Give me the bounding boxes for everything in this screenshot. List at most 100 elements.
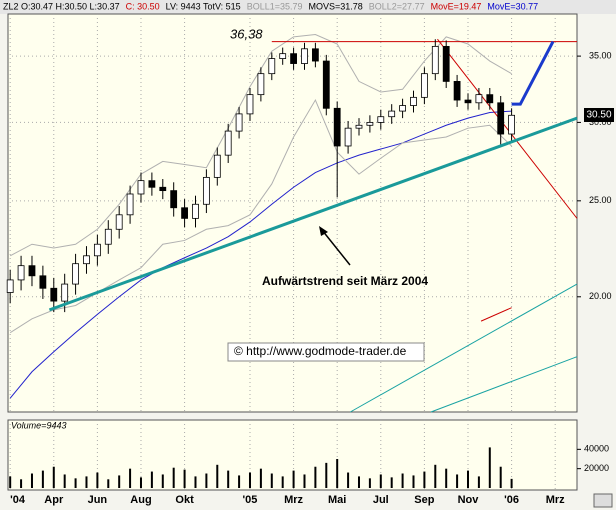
candle-body bbox=[497, 102, 505, 135]
x-tick-label: Okt bbox=[175, 494, 194, 506]
corner-icon bbox=[593, 493, 613, 508]
volume-bar bbox=[434, 464, 437, 488]
candle-body bbox=[224, 130, 232, 156]
line bbox=[48, 116, 578, 312]
volume-bar bbox=[20, 479, 23, 488]
price-tag bbox=[584, 108, 614, 122]
volume-bar bbox=[74, 478, 77, 488]
x-tick-label: Sep bbox=[414, 494, 434, 506]
line bbox=[430, 356, 578, 413]
candle-body bbox=[126, 193, 134, 216]
header-item: MOVS=31.78 bbox=[309, 1, 363, 11]
candle-body bbox=[344, 127, 352, 147]
volume-bar bbox=[281, 476, 284, 488]
candle-body bbox=[6, 279, 14, 293]
candle-body bbox=[311, 48, 319, 62]
volume-bar bbox=[292, 470, 295, 488]
candle-body bbox=[355, 124, 363, 129]
y-tick-label: 35.00 bbox=[589, 50, 612, 60]
line bbox=[350, 283, 578, 413]
candle-body bbox=[442, 45, 450, 82]
volume-bar bbox=[41, 470, 44, 488]
volume-bar bbox=[401, 473, 404, 488]
volume-bar bbox=[347, 472, 350, 488]
volume-bar bbox=[85, 476, 88, 488]
volume-bar bbox=[336, 459, 339, 488]
volume-bar bbox=[248, 472, 251, 488]
volume-bar bbox=[9, 476, 12, 488]
plot bbox=[6, 34, 578, 488]
volume-bar bbox=[30, 473, 33, 488]
volume-bar bbox=[150, 471, 153, 488]
header-item: ZL2 O:30.47 H:30.50 L:30.37 bbox=[3, 1, 120, 11]
volume-bar bbox=[488, 447, 491, 488]
candle-body bbox=[508, 114, 515, 135]
volume-bar bbox=[499, 466, 502, 488]
candle-body bbox=[388, 110, 396, 118]
candle-body bbox=[17, 265, 25, 281]
volume-bar bbox=[216, 464, 219, 488]
candle-body bbox=[399, 105, 406, 112]
volume-bar bbox=[477, 476, 480, 488]
x-tick-label: Mrz bbox=[284, 494, 303, 506]
copyright: © http://www.godmode-trader.de bbox=[234, 344, 407, 358]
candle-body bbox=[202, 176, 210, 205]
x-tick-label: '06 bbox=[504, 494, 519, 506]
header-item: BOLL2=27.77 bbox=[369, 1, 425, 11]
volume-bar bbox=[357, 476, 360, 488]
line bbox=[437, 38, 578, 219]
candle-body bbox=[28, 265, 36, 277]
candle-body bbox=[366, 122, 374, 126]
volume-bar bbox=[423, 471, 426, 488]
volume-bar bbox=[325, 462, 328, 488]
x-tick-label: '04 bbox=[10, 494, 26, 506]
volume-bar bbox=[129, 468, 132, 488]
candle-body bbox=[246, 94, 254, 115]
volume-bar bbox=[194, 476, 197, 488]
x-tick-label: Jul bbox=[373, 494, 389, 506]
candle-body bbox=[464, 99, 472, 104]
y-tick-label: 20000 bbox=[584, 463, 609, 473]
candle-body bbox=[420, 73, 428, 98]
y-tick-label: 25.00 bbox=[589, 195, 612, 205]
volume-bar bbox=[303, 474, 306, 488]
candle-body bbox=[268, 58, 276, 75]
candle-body bbox=[322, 60, 330, 109]
candle-body bbox=[410, 96, 417, 106]
y-tick-label: 40000 bbox=[584, 444, 609, 454]
volume-bar bbox=[238, 475, 241, 488]
candle-body bbox=[301, 48, 308, 64]
x-tick-label: Jun bbox=[88, 494, 108, 506]
candle-body bbox=[148, 180, 156, 188]
volume-bar bbox=[368, 478, 371, 488]
x-tick-label: Aug bbox=[130, 494, 151, 506]
volume-bar bbox=[161, 474, 164, 488]
candle-body bbox=[257, 73, 265, 96]
copyright-box bbox=[227, 342, 425, 362]
volume-bar bbox=[118, 475, 121, 488]
candle-body bbox=[279, 53, 287, 59]
candle-body bbox=[377, 116, 385, 123]
arrow-head bbox=[319, 226, 328, 236]
candle-body bbox=[159, 186, 167, 192]
volume-bar bbox=[456, 474, 459, 488]
volume-bar bbox=[52, 466, 55, 488]
x-tick-label: Mai bbox=[328, 494, 346, 506]
line bbox=[480, 307, 512, 322]
candle-body bbox=[170, 190, 178, 209]
line bbox=[9, 110, 512, 399]
candle-body bbox=[181, 207, 188, 219]
volume-bar bbox=[183, 469, 186, 488]
header-item: BOLL1=35.79 bbox=[247, 1, 303, 11]
volume-bar bbox=[107, 479, 110, 488]
volume-bar bbox=[466, 470, 469, 488]
volume-bar bbox=[314, 466, 317, 488]
volume-bar bbox=[379, 474, 382, 488]
volume-bar bbox=[139, 477, 142, 488]
candle-body bbox=[192, 203, 199, 219]
volume-bar bbox=[96, 472, 99, 488]
volume-bar bbox=[270, 473, 273, 488]
volume-bar bbox=[412, 475, 415, 488]
candle-body bbox=[50, 287, 58, 302]
header-bar bbox=[0, 0, 616, 14]
